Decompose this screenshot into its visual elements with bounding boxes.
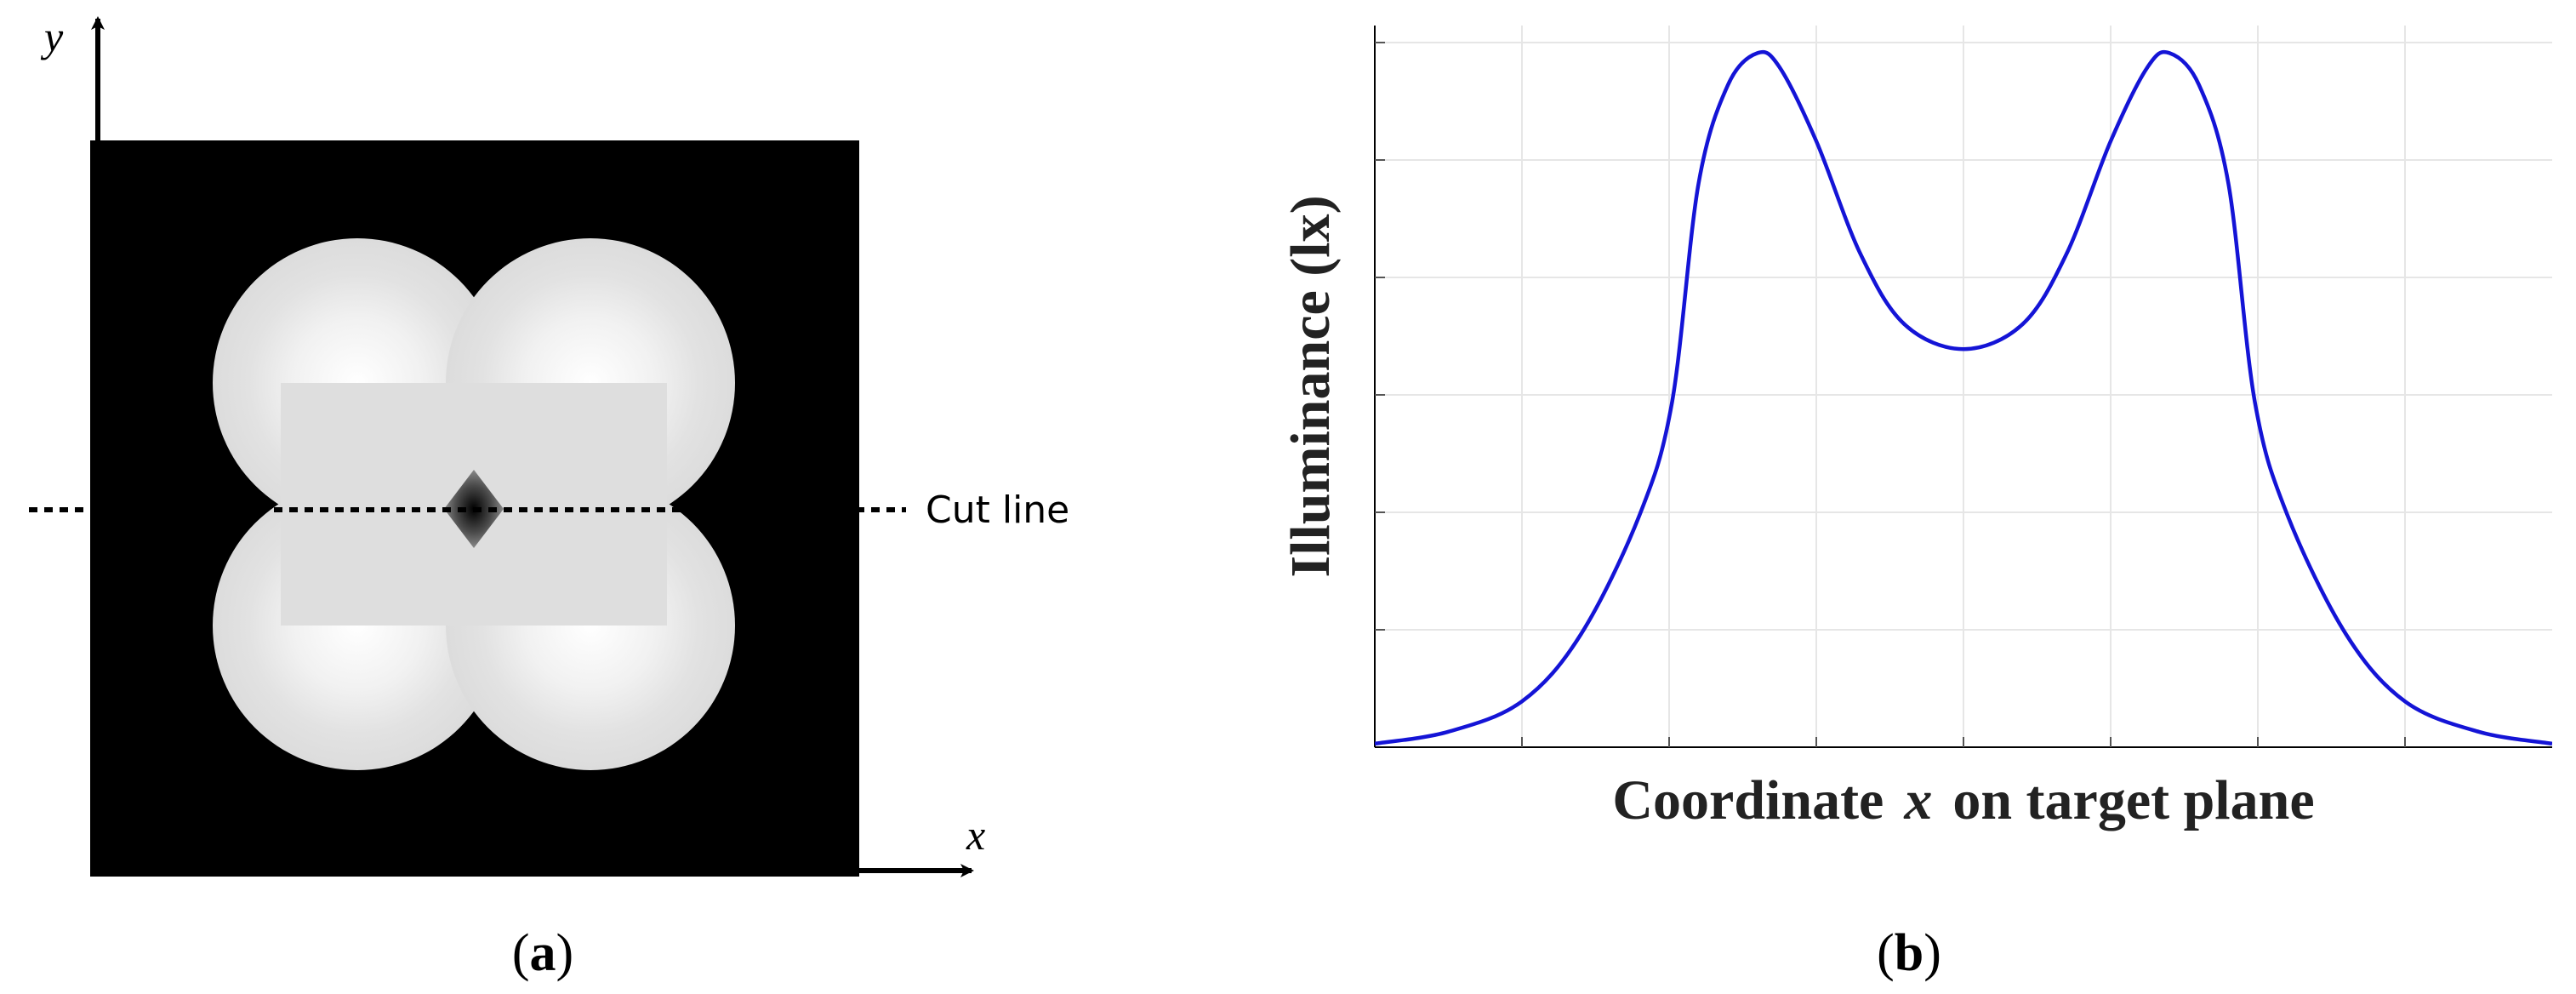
illumination-pattern [213,238,735,770]
illuminance-curve [1375,49,2552,746]
x-axis-label: x [966,811,985,859]
panel-b-label: (b) [1877,924,1941,982]
panel-b-illuminance-chart: Coordinate x on target plane Illuminance (… [1279,26,2552,982]
chart-y-axis-label: Illuminance (lx) [1279,195,1342,577]
panel-a-illuminance-map: Cut line y x (a) [29,13,1069,982]
panel-a-label: (a) [512,924,573,982]
cut-line-label: Cut line [926,488,1069,532]
axis-ticks [1375,42,2406,747]
chart-x-axis-label: Coordinate x on target plane [1612,769,2314,831]
grid-lines [1375,26,2552,747]
y-axis-label: y [40,13,64,60]
